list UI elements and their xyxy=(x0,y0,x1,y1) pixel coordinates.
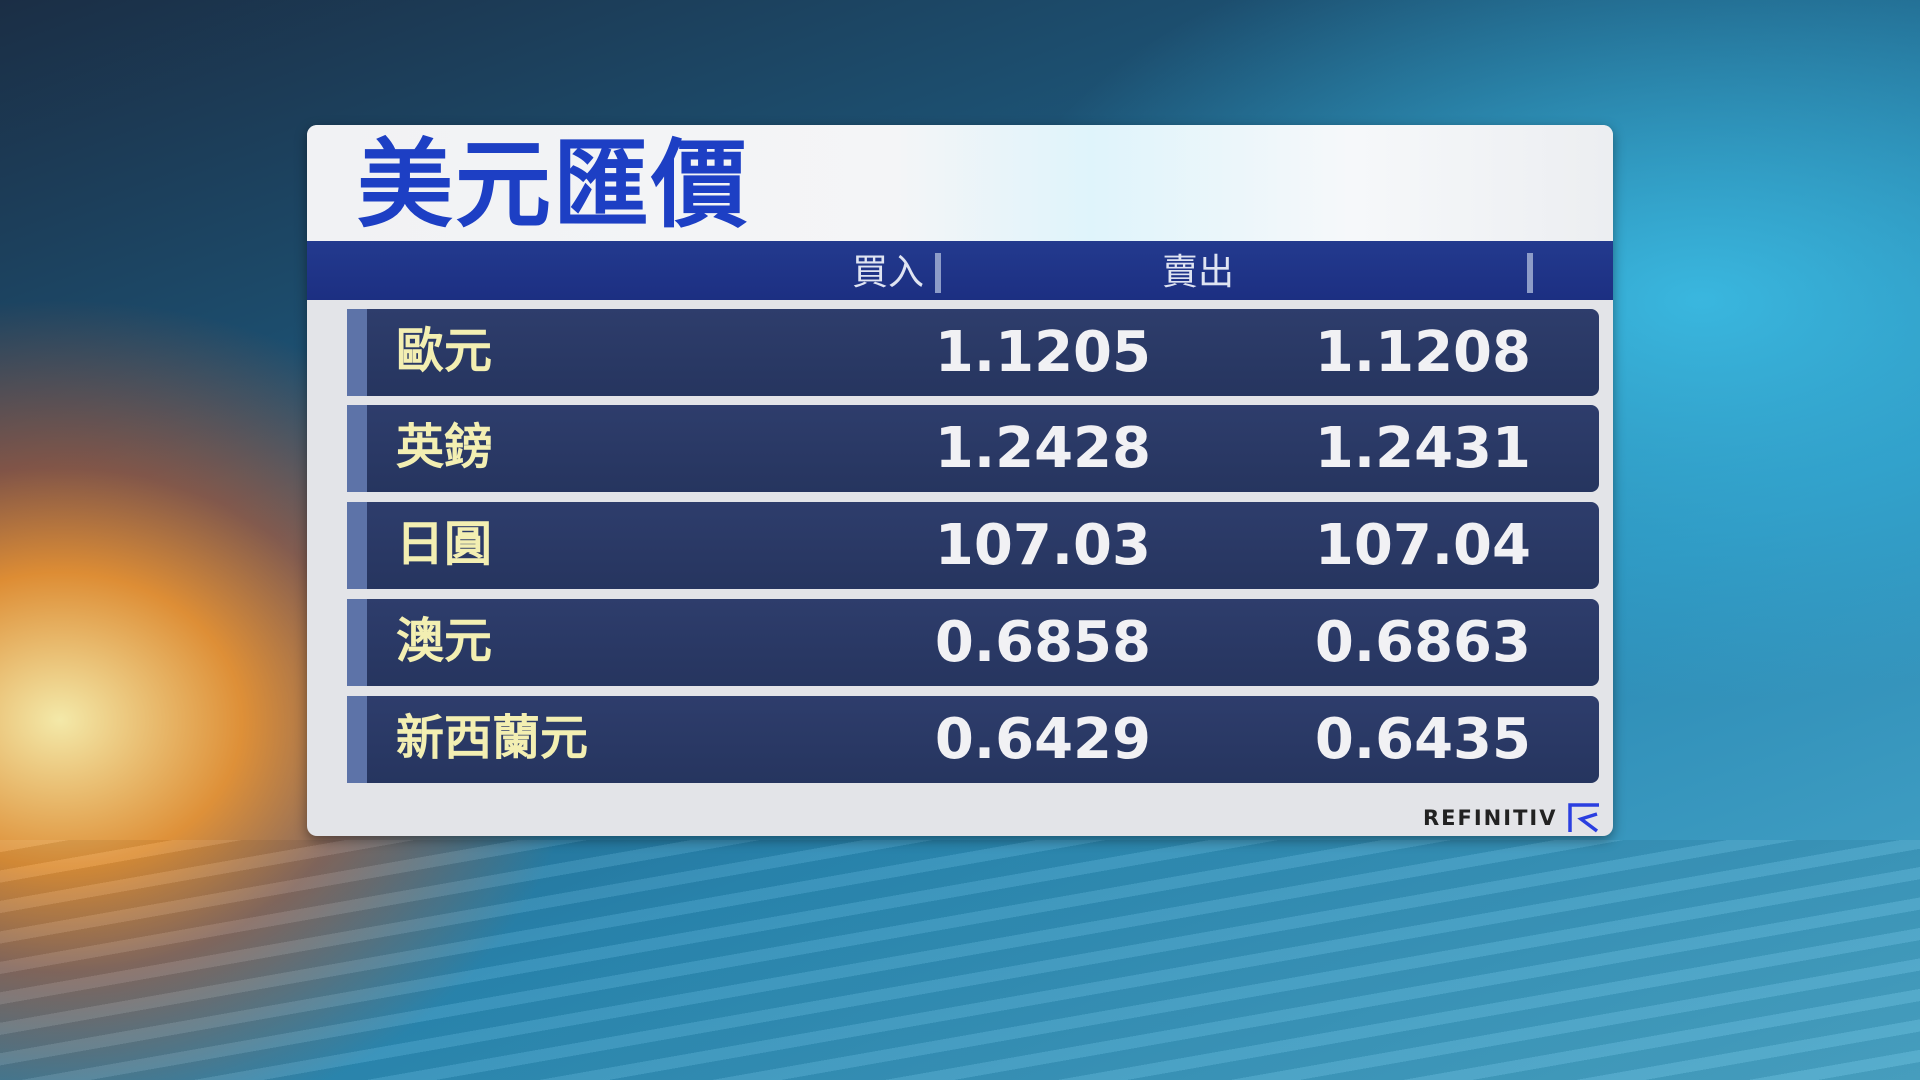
title-bar: 美元匯價 xyxy=(307,125,1613,241)
buy-rate: 107.03 xyxy=(934,513,1151,578)
currency-name: 澳元 xyxy=(396,613,493,669)
row-accent xyxy=(347,599,367,686)
table-row: 澳元 0.6858 0.6863 xyxy=(347,599,1599,686)
currency-name: 英鎊 xyxy=(396,419,493,475)
row-accent xyxy=(347,309,367,396)
column-header-band xyxy=(307,241,1613,300)
sell-rate: 1.2431 xyxy=(1314,416,1531,481)
column-header-sell: 賣出 xyxy=(1162,252,1235,293)
column-header-buy: 買入 xyxy=(852,252,925,293)
currency-name: 日圓 xyxy=(396,516,493,572)
table-row: 歐元 1.1205 1.1208 xyxy=(347,309,1599,396)
table-row: 日圓 107.03 107.04 xyxy=(347,502,1599,589)
source-logo: REFINITIV xyxy=(1423,802,1603,834)
source-name: REFINITIV xyxy=(1423,806,1558,830)
sell-rate: 107.04 xyxy=(1314,513,1531,578)
sell-rate: 0.6863 xyxy=(1314,610,1531,675)
sell-rate: 1.1208 xyxy=(1314,320,1531,385)
refinitiv-logo-icon xyxy=(1568,803,1600,833)
row-accent xyxy=(347,405,367,492)
row-accent xyxy=(347,502,367,589)
page-title: 美元匯價 xyxy=(357,129,749,241)
table-row: 英鎊 1.2428 1.2431 xyxy=(347,405,1599,492)
buy-rate: 0.6429 xyxy=(934,707,1151,772)
row-accent xyxy=(347,696,367,783)
column-separator xyxy=(935,253,941,293)
column-separator xyxy=(1527,253,1533,293)
exchange-rate-panel: 美元匯價 買入 賣出 歐元 1.1205 1.1208 英鎊 1.2428 1.… xyxy=(307,125,1613,836)
currency-name: 歐元 xyxy=(396,323,493,379)
sell-rate: 0.6435 xyxy=(1314,707,1531,772)
buy-rate: 1.2428 xyxy=(934,416,1151,481)
buy-rate: 0.6858 xyxy=(934,610,1151,675)
background-floor xyxy=(0,840,1920,1080)
currency-name: 新西蘭元 xyxy=(396,710,589,766)
table-row: 新西蘭元 0.6429 0.6435 xyxy=(347,696,1599,783)
buy-rate: 1.1205 xyxy=(934,320,1151,385)
